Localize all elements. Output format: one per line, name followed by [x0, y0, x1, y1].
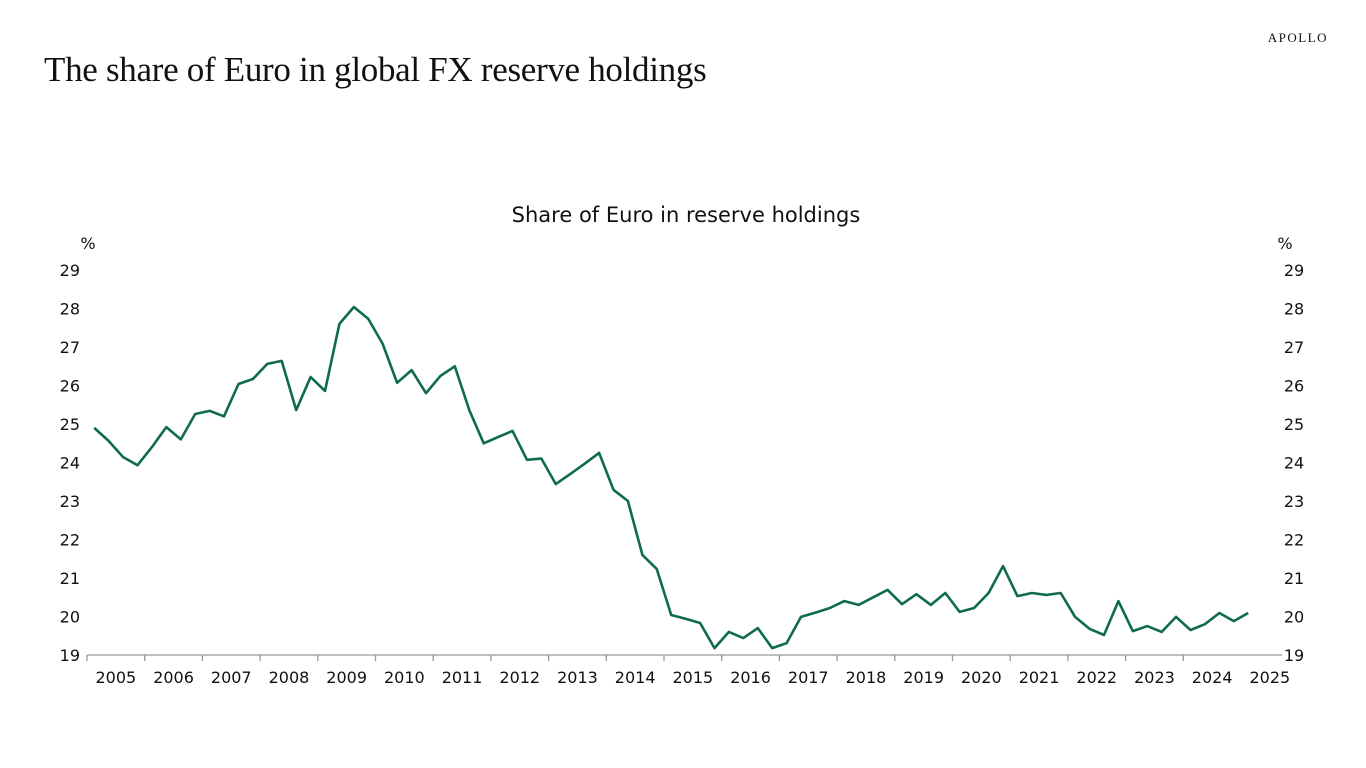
x-tick-label: 2010: [384, 668, 425, 687]
x-tick-label: 2025: [1249, 668, 1290, 687]
y-axis-label-right: %: [1277, 234, 1292, 253]
page-title: The share of Euro in global FX reserve h…: [44, 50, 707, 89]
y-axis-label-left: %: [80, 234, 95, 253]
y-tick-label-right: 21: [1284, 569, 1304, 588]
x-tick-label: 2024: [1192, 668, 1233, 687]
y-tick-label-left: 22: [60, 531, 80, 550]
y-tick-label-left: 23: [60, 492, 80, 511]
x-tick-label: 2005: [95, 668, 136, 687]
y-tick-label-left: 21: [60, 569, 80, 588]
x-tick-label: 2014: [615, 668, 656, 687]
y-tick-label-left: 19: [60, 646, 80, 665]
apollo-logo: APOLLO: [1267, 30, 1328, 45]
x-tick-label: 2009: [326, 668, 367, 687]
y-tick-label-left: 26: [60, 377, 80, 396]
y-tick-label-left: 29: [60, 261, 80, 280]
y-tick-label-right: 19: [1284, 646, 1304, 665]
y-tick-label-left: 27: [60, 338, 80, 357]
x-tick-label: 2007: [211, 668, 252, 687]
x-tick-label: 2015: [672, 668, 713, 687]
y-tick-label-left: 25: [60, 415, 80, 434]
y-tick-label-right: 23: [1284, 492, 1304, 511]
y-tick-label-right: 20: [1284, 608, 1304, 627]
x-tick-label: 2023: [1134, 668, 1175, 687]
x-tick-label: 2017: [788, 668, 829, 687]
y-tick-label-left: 24: [60, 454, 80, 473]
x-tick-label: 2022: [1076, 668, 1117, 687]
chart-title: Share of Euro in reserve holdings: [512, 203, 861, 227]
x-tick-label: 2021: [1019, 668, 1060, 687]
x-tick-label: 2013: [557, 668, 598, 687]
y-tick-label-right: 26: [1284, 377, 1304, 396]
x-tick-label: 2011: [442, 668, 483, 687]
x-tick-label: 2018: [846, 668, 887, 687]
y-tick-label-right: 25: [1284, 415, 1304, 434]
x-tick-label: 2016: [730, 668, 771, 687]
y-tick-label-right: 24: [1284, 454, 1304, 473]
y-tick-label-right: 28: [1284, 300, 1304, 319]
x-tick-label: 2008: [269, 668, 310, 687]
y-tick-label-right: 22: [1284, 531, 1304, 550]
y-tick-label-left: 28: [60, 300, 80, 319]
x-tick-label: 2020: [961, 668, 1002, 687]
y-tick-label-right: 27: [1284, 338, 1304, 357]
y-tick-label-right: 29: [1284, 261, 1304, 280]
x-tick-label: 2019: [903, 668, 944, 687]
x-tick-label: 2012: [499, 668, 540, 687]
y-tick-label-left: 20: [60, 608, 80, 627]
series-line: [93, 305, 1249, 650]
x-tick-label: 2006: [153, 668, 194, 687]
